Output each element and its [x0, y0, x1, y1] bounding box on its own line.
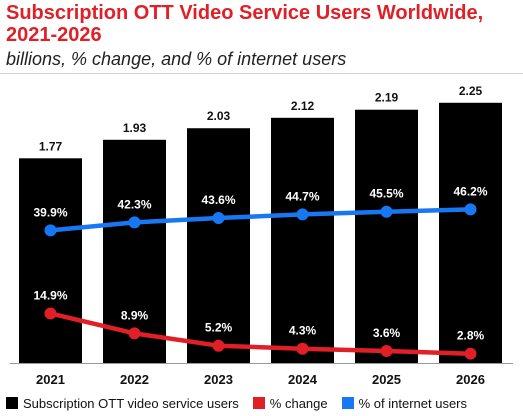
internet-users-label-2026: 46.2% — [453, 184, 487, 198]
internet-users-label-2021: 39.9% — [33, 205, 67, 219]
pct-change-point-2023 — [212, 339, 225, 352]
pct-change-point-2021 — [44, 307, 57, 320]
bar-label-2021: 1.77 — [39, 139, 63, 153]
legend-label-change: % change — [269, 395, 328, 411]
chart-subtitle: billions, % change, and % of internet us… — [6, 49, 347, 69]
pct-change-label-2021: 14.9% — [33, 288, 67, 302]
legend-label-internet: % of internet users — [358, 395, 468, 411]
internet-users-label-2024: 44.7% — [285, 189, 319, 203]
x-tick-2025: 2025 — [372, 372, 401, 387]
title-divider — [0, 73, 523, 74]
pct-change-point-2025 — [380, 345, 393, 358]
internet-users-label-2023: 43.6% — [201, 193, 235, 207]
pct-change-point-2026 — [464, 347, 477, 360]
pct-change-label-2026: 2.8% — [457, 329, 485, 343]
pct-change-label-2025: 3.6% — [373, 326, 401, 340]
legend-swatch-internet — [341, 397, 354, 409]
bar-label-2025: 2.19 — [375, 91, 399, 105]
x-tick-2026: 2026 — [456, 372, 485, 387]
bar-2023 — [187, 128, 250, 363]
internet-users-point-2021 — [44, 224, 57, 237]
internet-users-point-2026 — [464, 203, 477, 216]
x-tick-2021: 2021 — [36, 372, 65, 387]
pct-change-point-2024 — [296, 342, 309, 355]
bar-2024 — [271, 117, 334, 364]
legend-item-internet: % of internet users — [341, 395, 468, 411]
legend-item-change: % change — [252, 395, 328, 411]
internet-users-point-2023 — [212, 212, 225, 225]
internet-users-point-2022 — [128, 216, 141, 229]
pct-change-label-2022: 8.9% — [121, 308, 149, 322]
bar-label-2023: 2.03 — [207, 109, 231, 123]
pct-change-line — [48, 311, 473, 356]
bar-2026 — [439, 102, 502, 364]
legend-swatch-users — [6, 397, 18, 409]
bar-2025 — [355, 109, 418, 363]
bar-label-2026: 2.25 — [459, 84, 483, 98]
pct-change-point-2022 — [128, 327, 141, 340]
bar-label-2024: 2.12 — [291, 99, 315, 113]
internet-users-label-2025: 45.5% — [369, 187, 403, 201]
internet-users-line — [48, 207, 473, 233]
bar-2021 — [19, 158, 82, 363]
bar-label-2022: 1.93 — [123, 121, 147, 135]
legend-swatch-change — [252, 397, 265, 409]
pct-change-label-2024: 4.3% — [289, 324, 317, 338]
internet-users-point-2025 — [380, 205, 393, 218]
legend-item-users: Subscription OTT video service users — [6, 396, 239, 411]
chart-plot: 1.77 1.93 2.03 2.12 2.19 2.25 2021 2022 2023 2024… — [10, 84, 513, 387]
x-tick-2022: 2022 — [120, 372, 149, 387]
internet-users-label-2022: 42.3% — [117, 197, 151, 211]
x-tick-2023: 2023 — [204, 372, 233, 387]
x-tick-2024: 2024 — [288, 372, 318, 387]
legend-label-users: Subscription OTT video service users — [23, 395, 239, 411]
bar-2022 — [103, 139, 166, 363]
pct-change-label-2023: 5.2% — [205, 321, 233, 335]
internet-users-point-2024 — [296, 208, 309, 221]
chart-title: Subscription OTT Video Service Users Wor… — [6, 2, 484, 46]
chart-legend: Subscription OTT video service users % c… — [6, 394, 481, 412]
